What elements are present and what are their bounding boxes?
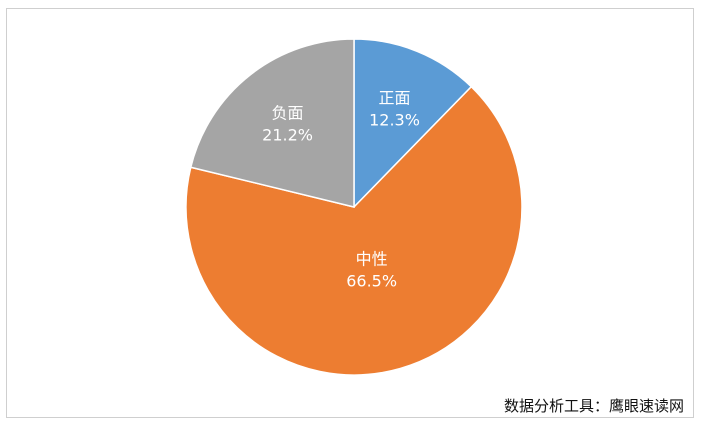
slice-value-label-3: 21.2% [262,125,313,144]
slice-name-label-3: 负面 [272,103,304,122]
pie-slice-2 [185,85,523,376]
pie-slice-3 [189,38,355,208]
source-note: 数据分析工具：鹰眼速读网 [503,397,684,415]
slice-name-label-2: 中性 [356,249,388,268]
slice-value-label-1: 12.3% [369,110,420,129]
pie-slice-1 [353,38,473,209]
slice-value-label-2: 66.5% [346,271,397,290]
pie-labels: 正面 12.3% 中性 66.5% 负面 21.2% [262,88,420,290]
slice-name-label-1: 正面 [379,88,411,107]
pie-slices [185,38,523,376]
